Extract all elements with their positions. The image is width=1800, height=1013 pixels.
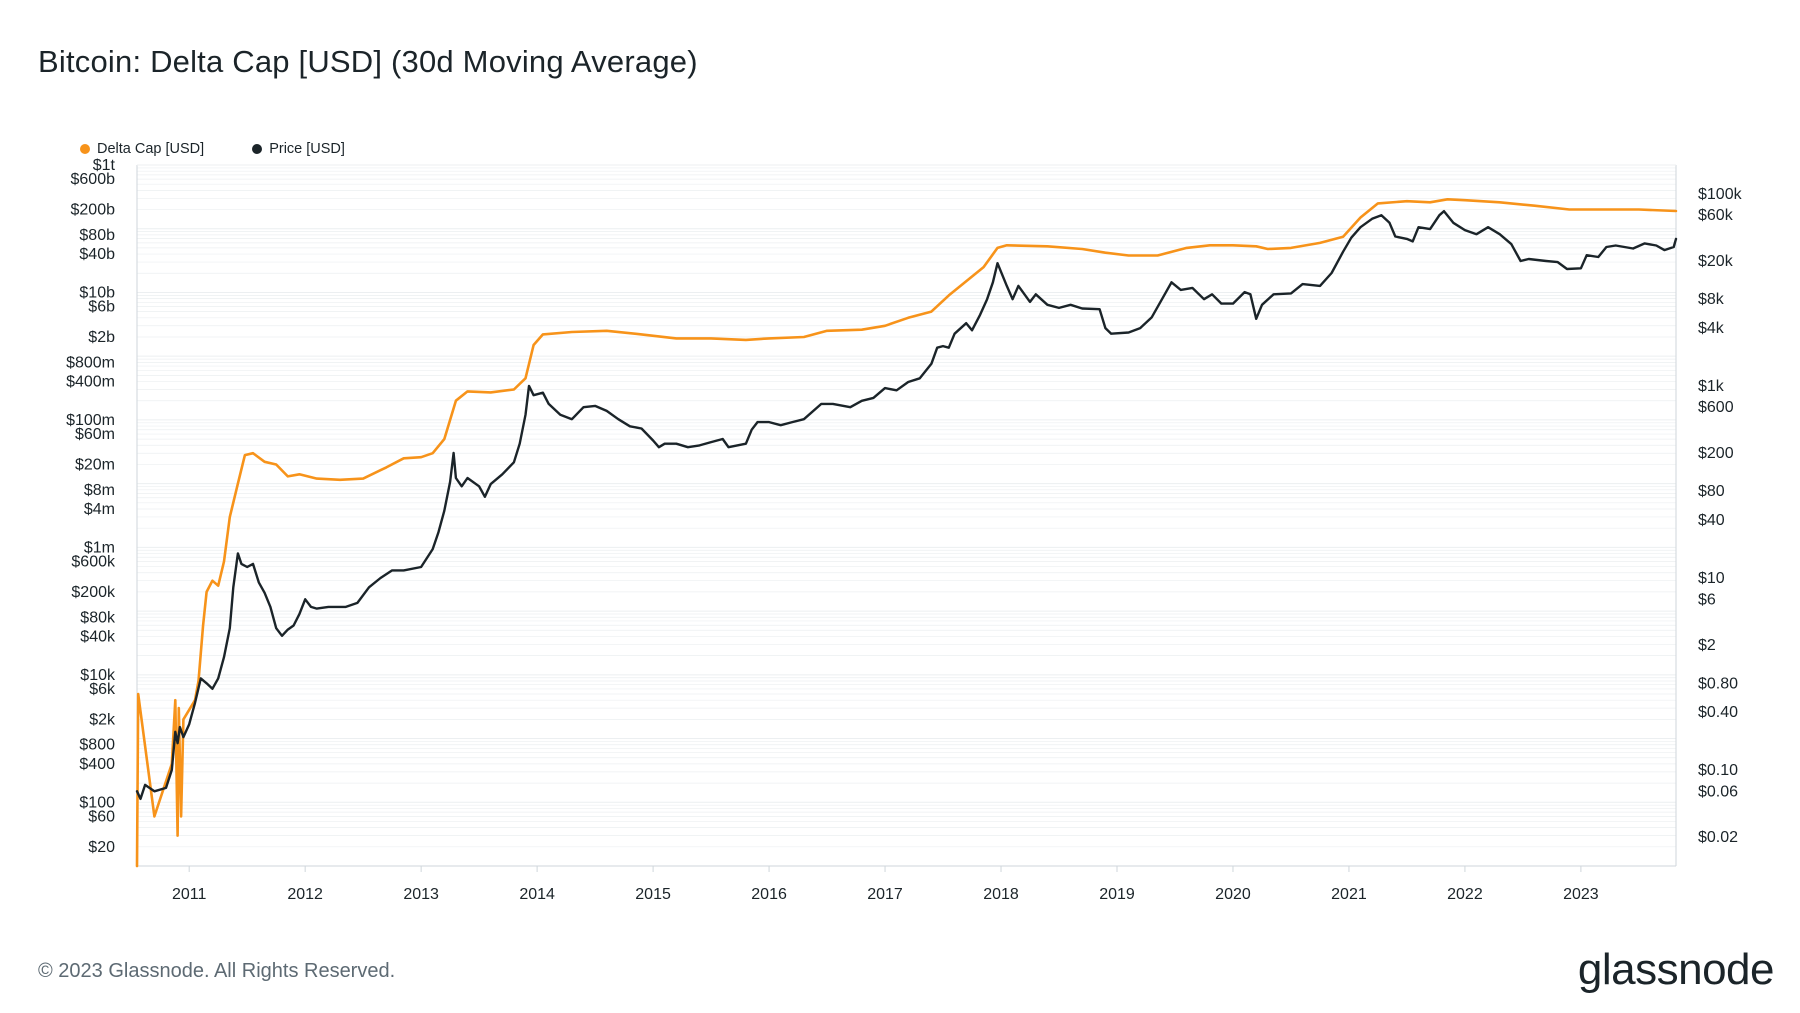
y-left-tick-label: $600b (71, 171, 116, 188)
y-right-tick-label: $80 (1698, 483, 1725, 500)
y-right-tick-label: $600 (1698, 399, 1734, 416)
x-tick-label: 2019 (1099, 886, 1135, 903)
legend-dot-price (252, 144, 263, 154)
legend-label-price: Price [USD] (269, 141, 345, 157)
y-left-tick-label: $20m (75, 456, 115, 473)
y-left-tick-label: $200k (71, 584, 116, 601)
y-right-tick-label: $1k (1698, 378, 1725, 395)
y-right-tick-label: $0.02 (1698, 829, 1738, 846)
y-left-tick-label: $100m (66, 412, 115, 429)
y-left-tick-label: $80b (79, 227, 115, 244)
x-tick-label: 2020 (1215, 886, 1251, 903)
x-tick-label: 2012 (287, 886, 323, 903)
brand-logo: glassnode (1577, 945, 1775, 994)
y-left-tick-label: $200b (71, 202, 116, 219)
x-tick-label: 2011 (172, 886, 207, 903)
y-left-tick-label: $10k (80, 667, 116, 684)
chart-title: Bitcoin: Delta Cap [USD] (30d Moving Ave… (38, 44, 698, 79)
x-tick-label: 2021 (1331, 886, 1367, 903)
y-right-tick-label: $100k (1698, 186, 1743, 203)
y-left-tick-label: $400m (66, 374, 115, 391)
y-left-tick-label: $80k (80, 609, 116, 626)
y-right-tick-label: $0.40 (1698, 704, 1738, 721)
y-right-tick-label: $20k (1698, 253, 1734, 270)
x-tick-label: 2017 (867, 886, 903, 903)
x-tick-label: 2016 (751, 886, 787, 903)
y-left-tick-label: $1t (93, 157, 116, 174)
y-left-tick-label: $40k (80, 628, 116, 645)
y-right-tick-label: $10 (1698, 570, 1725, 587)
y-right-tick-label: $0.80 (1698, 675, 1738, 692)
price-series-line (135, 210, 1678, 801)
chart-legend: Delta Cap [USD] Price [USD] (80, 141, 345, 157)
y-right-tick-label: $60k (1698, 207, 1734, 224)
legend-label-delta-cap: Delta Cap [USD] (97, 141, 205, 157)
y-left-tick-label: $6b (88, 299, 115, 316)
delta-cap-series-line (135, 198, 1678, 868)
y-left-tick-label: $60 (88, 808, 115, 825)
y-right-tick-label: $2 (1698, 637, 1716, 654)
legend-item-price[interactable]: Price [USD] (252, 141, 345, 157)
x-tick-label: 2018 (983, 886, 1019, 903)
y-right-tick-label: $4k (1698, 320, 1725, 337)
y-left-tick-label: $4m (84, 501, 115, 518)
y-left-tick-label: $2k (89, 711, 116, 728)
y-left-tick-label: $8m (84, 482, 115, 499)
y-left-tick-label: $400 (79, 756, 115, 773)
x-tick-label: 2023 (1563, 886, 1599, 903)
y-left-tick-label: $20 (88, 839, 115, 856)
y-left-tick-label: $100 (79, 794, 115, 811)
x-tick-label: 2014 (519, 886, 555, 903)
y-right-tick-label: $0.10 (1698, 762, 1738, 779)
copyright-text: © 2023 Glassnode. All Rights Reserved. (38, 960, 396, 982)
y-right-tick-label: $6 (1698, 591, 1716, 608)
x-tick-label: 2013 (403, 886, 439, 903)
y-left-tick-label: $800 (79, 737, 115, 754)
y-right-tick-label: $200 (1698, 445, 1734, 462)
x-tick-label: 2022 (1447, 886, 1483, 903)
y-right-tick-label: $8k (1698, 291, 1725, 308)
y-right-tick-label: $0.06 (1698, 783, 1738, 800)
legend-dot-delta-cap (80, 144, 90, 154)
y-left-tick-label: $1m (84, 539, 115, 556)
y-left-tick-label: $60m (75, 426, 115, 443)
y-left-tick-label: $40b (79, 246, 115, 263)
y-left-tick-label: $10b (79, 284, 115, 301)
y-left-tick-label: $2b (88, 329, 115, 346)
y-left-tick-label: $6k (89, 681, 116, 698)
y-left-tick-label: $600k (71, 554, 116, 571)
x-tick-label: 2015 (635, 886, 671, 903)
legend-item-delta-cap[interactable]: Delta Cap [USD] (80, 141, 204, 157)
y-right-tick-label: $40 (1698, 512, 1725, 529)
y-left-tick-label: $800m (66, 354, 115, 371)
